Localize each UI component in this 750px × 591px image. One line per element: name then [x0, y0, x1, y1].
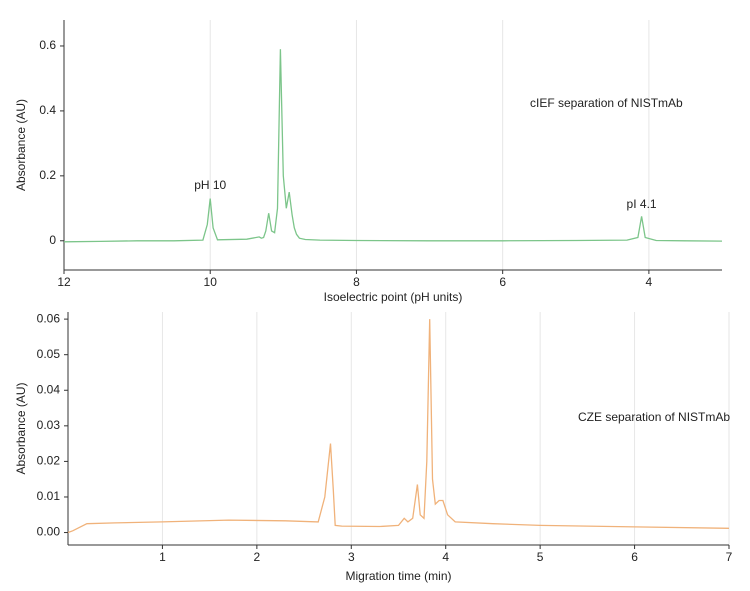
x-tick-label: 3 — [348, 550, 355, 564]
x-tick-label: 12 — [57, 275, 71, 289]
y-tick-label: 0.05 — [37, 347, 61, 361]
x-tick-label: 10 — [204, 275, 218, 289]
chart-label: CZE separation of NISTmAb — [578, 410, 730, 424]
x-axis-label: Migration time (min) — [345, 569, 451, 583]
y-tick-label: 0.03 — [37, 418, 61, 432]
x-tick-label: 6 — [631, 550, 638, 564]
trace — [67, 319, 730, 534]
y-tick-label: 0.06 — [37, 311, 61, 325]
x-tick-label: 7 — [726, 550, 733, 564]
y-tick-label: 0.00 — [37, 525, 61, 539]
y-tick-label: 0.6 — [39, 38, 56, 52]
x-tick-label: 4 — [646, 275, 653, 289]
x-tick-label: 1 — [159, 550, 166, 564]
y-tick-label: 0.01 — [37, 489, 61, 503]
x-axis-label: Isoelectric point (pH units) — [324, 290, 463, 304]
y-tick-label: 0.04 — [37, 382, 61, 396]
x-tick-label: 2 — [254, 550, 261, 564]
y-tick-label: 0 — [49, 233, 56, 247]
trace — [63, 49, 723, 243]
chart-label: cIEF separation of NISTmAb — [530, 96, 683, 110]
x-tick-label: 6 — [499, 275, 506, 289]
y-tick-label: 0.02 — [37, 454, 61, 468]
x-tick-label: 4 — [442, 550, 449, 564]
x-tick-label: 5 — [537, 550, 544, 564]
annotation: pH 10 — [194, 178, 226, 192]
x-tick-label: 8 — [353, 275, 360, 289]
y-axis-label: Absorbance (AU) — [14, 382, 28, 474]
y-tick-label: 0.4 — [39, 103, 56, 117]
y-axis-label: Absorbance (AU) — [14, 99, 28, 191]
y-tick-label: 0.2 — [39, 168, 56, 182]
annotation: pI 4.1 — [627, 197, 657, 211]
